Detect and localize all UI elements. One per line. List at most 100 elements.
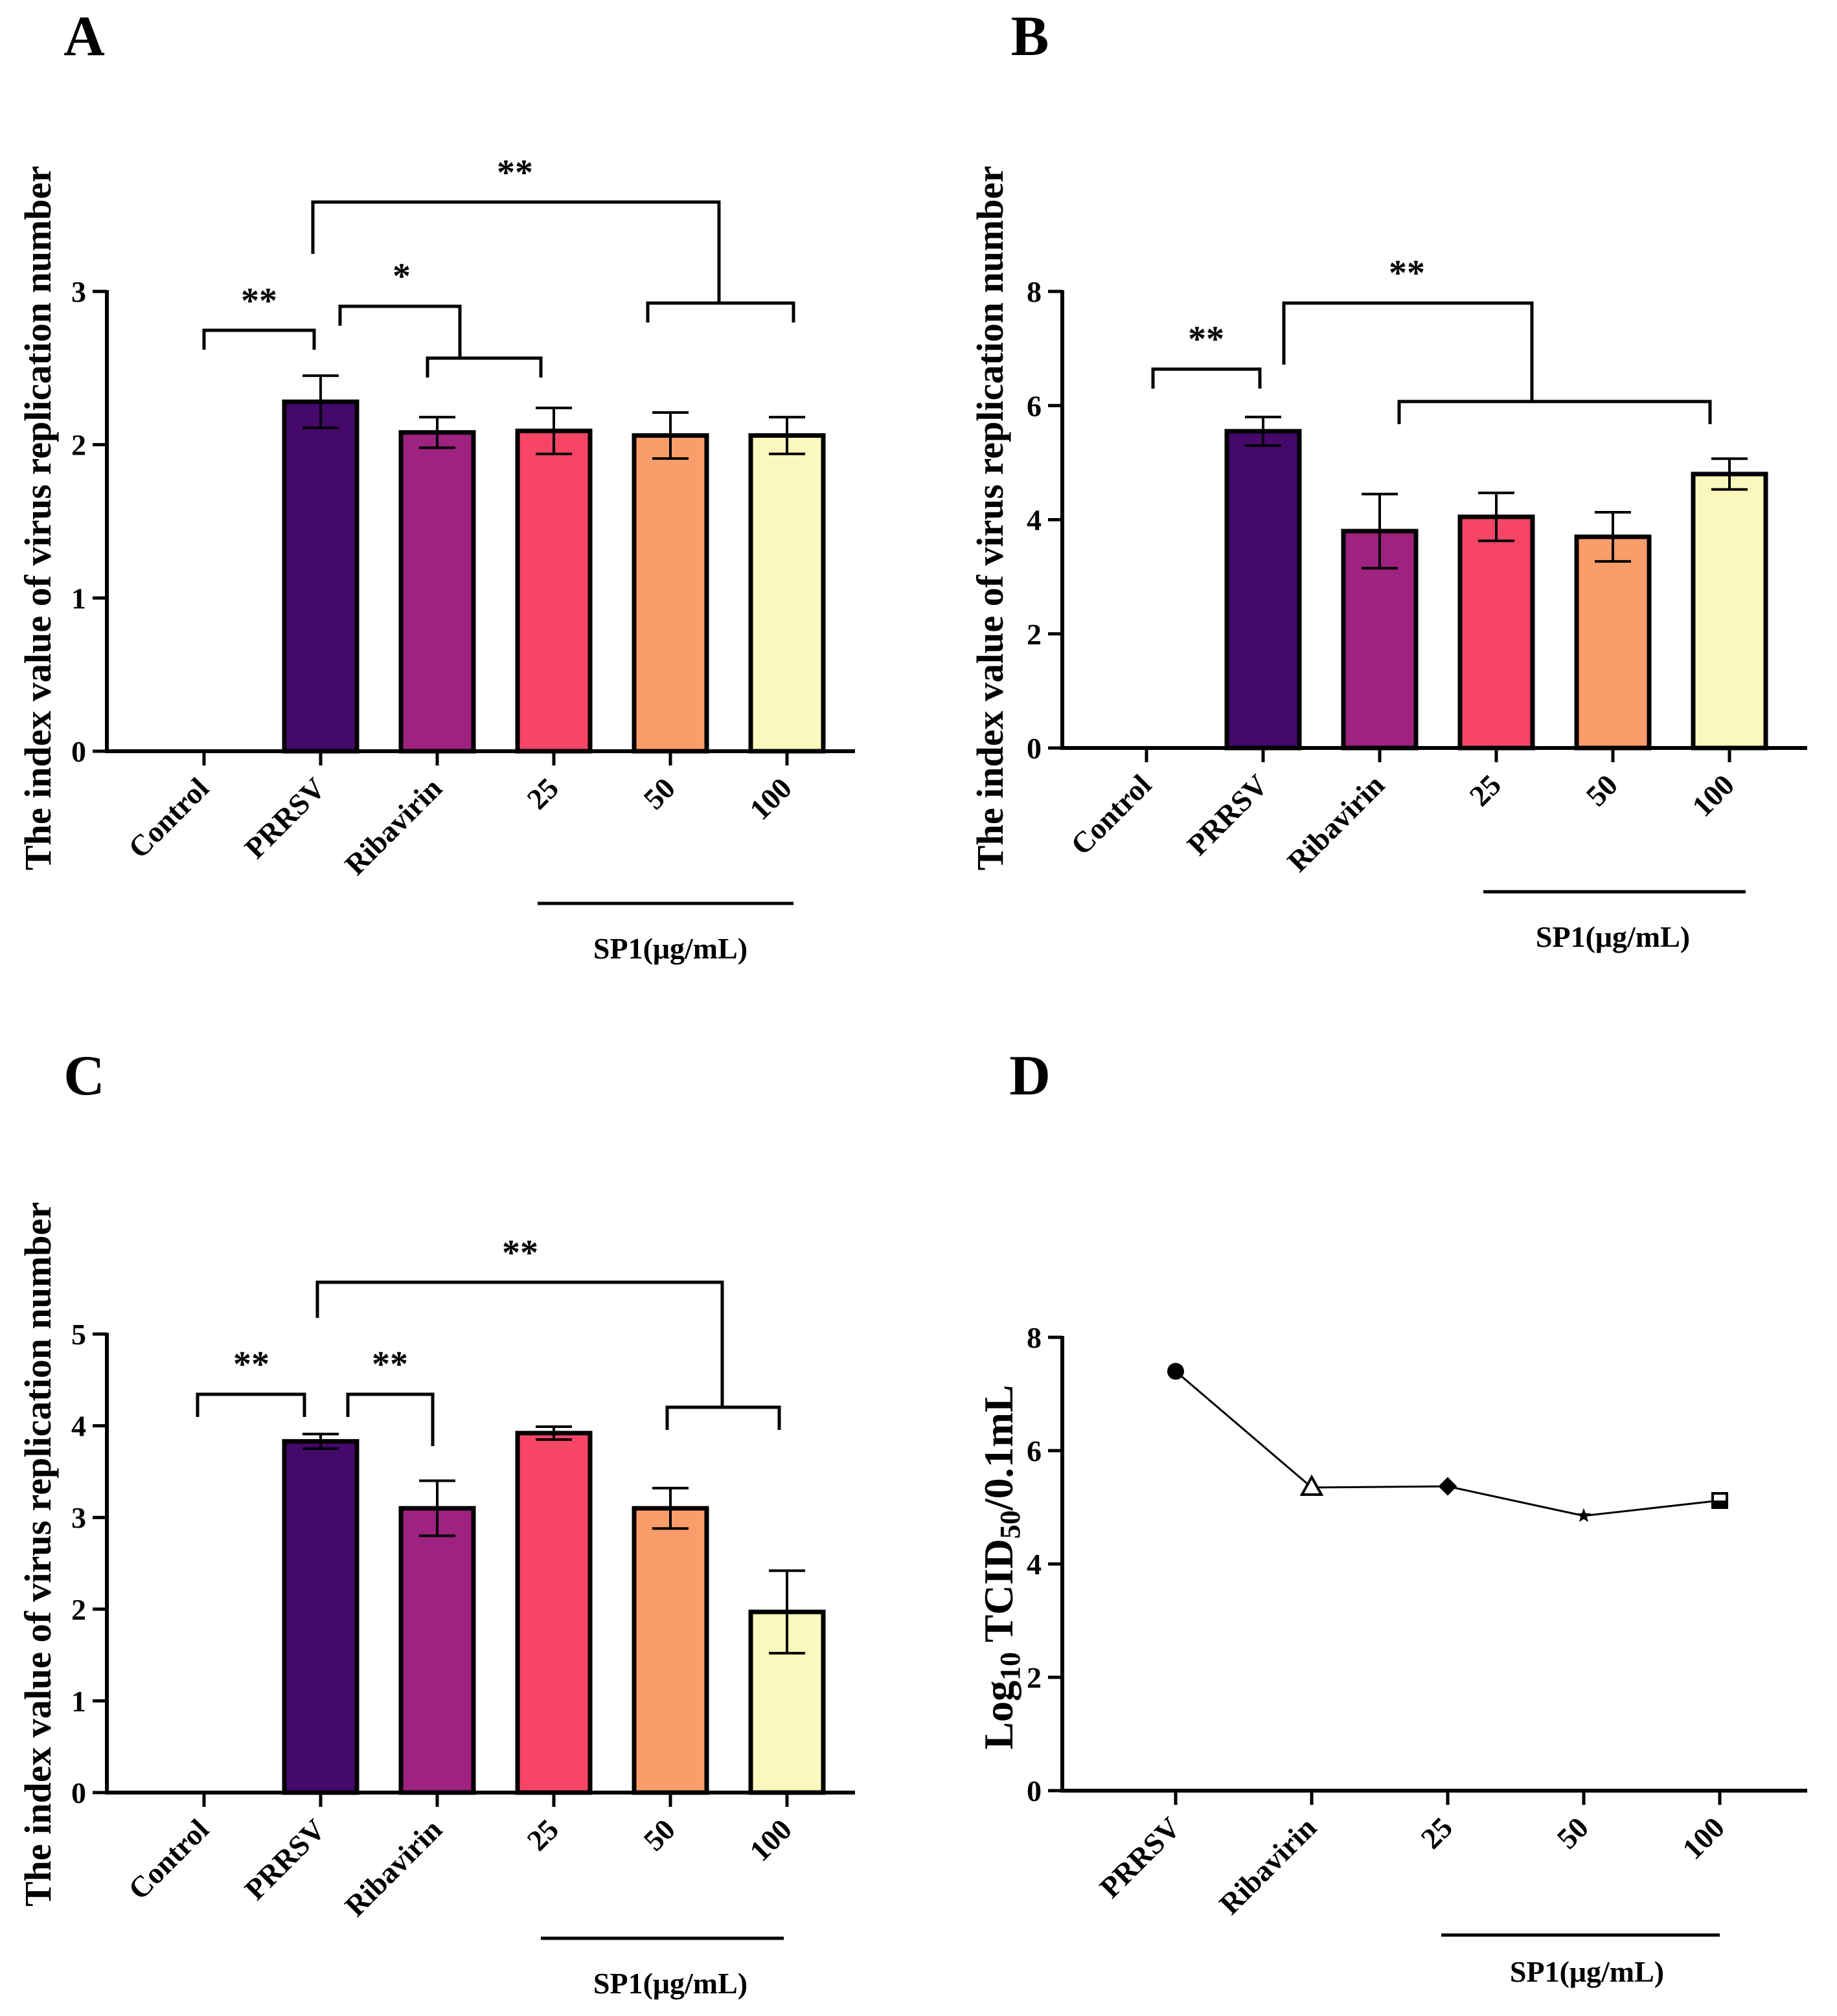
x-tick-label: Control bbox=[122, 1813, 215, 1906]
y-tick-label: 0 bbox=[1027, 732, 1042, 765]
significance-bracket bbox=[315, 1280, 724, 1407]
x-tick-label: Control bbox=[1064, 768, 1158, 861]
y-tick-label: 4 bbox=[1027, 504, 1042, 537]
significance-bracket bbox=[338, 304, 462, 358]
x-tick-label: Ribavirin bbox=[338, 771, 448, 881]
panel-letter: D bbox=[1009, 1045, 1051, 1107]
significance-sub-bracket bbox=[1397, 400, 1712, 424]
data-point bbox=[1167, 1363, 1184, 1380]
significance-label: ** bbox=[233, 1344, 269, 1385]
bar bbox=[1457, 514, 1535, 751]
x-tick-label: 100 bbox=[743, 771, 798, 826]
bar bbox=[1574, 534, 1652, 751]
y-tick-label: 6 bbox=[1027, 389, 1042, 422]
bar bbox=[748, 433, 826, 754]
data-point bbox=[1576, 1508, 1592, 1523]
significance-bracket bbox=[196, 1392, 306, 1417]
x-tick-label: 25 bbox=[1414, 1811, 1459, 1855]
y-tick-label: 8 bbox=[1027, 1321, 1042, 1354]
group-label: SP1(μg/mL) bbox=[1536, 920, 1690, 953]
y-tick-label: 2 bbox=[1027, 1661, 1042, 1694]
y-tick-label: 2 bbox=[71, 1593, 86, 1626]
x-tick-label: Ribavirin bbox=[1281, 768, 1391, 878]
y-tick-label: 8 bbox=[1027, 275, 1042, 308]
x-tick-label: 25 bbox=[520, 1813, 565, 1857]
significance-sub-bracket bbox=[646, 301, 795, 323]
y-tick-label: 1 bbox=[71, 1684, 86, 1717]
significance-label: ** bbox=[502, 1233, 538, 1273]
data-point bbox=[1299, 1474, 1324, 1496]
y-tick-label: 5 bbox=[71, 1318, 86, 1351]
y-tick-label: 0 bbox=[1027, 1774, 1042, 1807]
x-tick-label: PRRSV bbox=[1181, 768, 1274, 861]
y-tick-label: 6 bbox=[1027, 1434, 1042, 1467]
significance-sub-bracket bbox=[426, 356, 543, 378]
panel-letter: A bbox=[63, 5, 105, 68]
y-tick-label: 0 bbox=[71, 1776, 86, 1809]
significance-label: ** bbox=[497, 153, 533, 193]
bar bbox=[632, 1506, 709, 1795]
significance-bracket bbox=[1282, 301, 1534, 402]
x-tick-label: 50 bbox=[637, 771, 681, 816]
bar bbox=[1224, 429, 1302, 751]
x-tick-label: Ribavirin bbox=[338, 1813, 448, 1923]
panel-letter: B bbox=[1011, 5, 1049, 68]
group-label: SP1(μg/mL) bbox=[1510, 1955, 1664, 1988]
x-tick-label: PRRSV bbox=[238, 1813, 332, 1906]
x-tick-label: 50 bbox=[637, 1813, 681, 1857]
y-tick-label: 4 bbox=[71, 1410, 86, 1443]
y-axis-label: The index value of virus replication num… bbox=[969, 166, 1011, 870]
y-tick-label: 3 bbox=[71, 1501, 86, 1534]
panel-b: B The index value of virus replication nu… bbox=[969, 5, 1807, 953]
panel-letter: C bbox=[63, 1045, 105, 1107]
significance-label: ** bbox=[372, 1344, 408, 1385]
bar bbox=[282, 399, 359, 754]
y-tick-label: 4 bbox=[1027, 1548, 1042, 1581]
significance-bracket bbox=[346, 1392, 435, 1446]
bar bbox=[632, 433, 709, 754]
bar bbox=[515, 428, 593, 754]
y-tick-label: 1 bbox=[71, 582, 86, 615]
y-axis-label: The index value of virus replication num… bbox=[17, 166, 59, 870]
panel-a: A The index value of virus replication nu… bbox=[17, 5, 855, 965]
data-point-fill bbox=[1713, 1501, 1727, 1508]
x-tick-label: 100 bbox=[1685, 768, 1740, 823]
x-tick-label: 25 bbox=[1463, 768, 1507, 813]
y-label-part: TCID bbox=[976, 1539, 1021, 1652]
x-tick-label: 50 bbox=[1550, 1811, 1595, 1855]
bar bbox=[398, 430, 476, 754]
group-label: SP1(μg/mL) bbox=[593, 932, 747, 965]
x-tick-label: 25 bbox=[520, 771, 565, 816]
significance-label: ** bbox=[241, 281, 277, 321]
y-tick-label: 3 bbox=[71, 275, 86, 308]
x-tick-label: Control bbox=[122, 771, 215, 865]
y-label-part: Log bbox=[976, 1681, 1021, 1750]
x-tick-label: PRRSV bbox=[238, 771, 332, 865]
y-axis-label: The index value of virus replication num… bbox=[17, 1202, 59, 1907]
y-tick-label: 2 bbox=[71, 429, 86, 462]
x-tick-label: Ribavirin bbox=[1213, 1811, 1323, 1921]
x-tick-label: 50 bbox=[1579, 768, 1624, 813]
y-tick-label: 2 bbox=[1027, 618, 1042, 651]
significance-bracket bbox=[1151, 367, 1262, 389]
panel-c: C The index value of virus replication nu… bbox=[17, 1045, 855, 2000]
significance-sub-bracket bbox=[665, 1405, 781, 1430]
group-label: SP1(μg/mL) bbox=[593, 1967, 747, 2000]
y-label-subscript: 10 bbox=[994, 1652, 1026, 1681]
data-point bbox=[1438, 1477, 1457, 1496]
y-tick-label: 0 bbox=[71, 735, 86, 768]
significance-label: ** bbox=[1389, 253, 1425, 293]
y-axis-label: Log10 TCID50/0.1mL bbox=[976, 1385, 1026, 1749]
x-tick-label: 100 bbox=[743, 1813, 798, 1868]
bar bbox=[1691, 471, 1768, 751]
bar bbox=[282, 1439, 359, 1795]
y-label-subscript: 50 bbox=[994, 1510, 1026, 1539]
significance-bracket bbox=[202, 328, 316, 350]
x-tick-label: PRRSV bbox=[1093, 1811, 1187, 1904]
bar bbox=[398, 1506, 476, 1795]
y-label-part: /0.1mL bbox=[976, 1385, 1021, 1511]
significance-bracket bbox=[311, 200, 721, 303]
